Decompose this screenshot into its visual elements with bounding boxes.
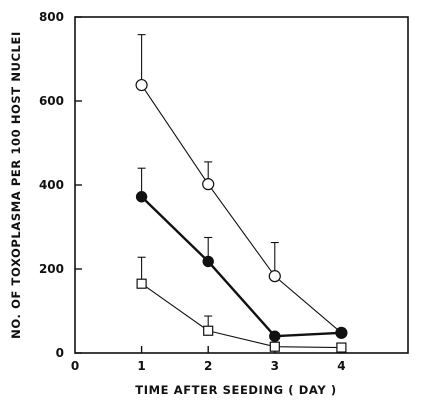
- series-0-point-0: [135, 78, 148, 92]
- series-1-point-2: [269, 330, 281, 342]
- y-tick-label-0: 0: [56, 346, 64, 360]
- x-tick-label-4: 4: [337, 359, 345, 373]
- series-2-point-1: [203, 325, 214, 336]
- series-0-line: [141, 84, 342, 334]
- y-axis-title: NO. OF TOXOPLASMA PER 100 HOST NUCLEI: [9, 31, 23, 339]
- series-2-point-2: [269, 341, 280, 352]
- series-0-point-2: [268, 270, 281, 283]
- x-axis-title: TIME AFTER SEEDING ( DAY ): [135, 383, 336, 397]
- x-tick-label-1: 1: [137, 359, 145, 373]
- series-2-line: [141, 283, 342, 349]
- y-tick-label-600: 600: [39, 94, 64, 108]
- series-1: [135, 167, 348, 342]
- y-tick-label-400: 400: [39, 178, 64, 192]
- series-1-point-1: [202, 255, 214, 268]
- series-0: [135, 34, 348, 339]
- x-tick-label-0: 0: [71, 359, 79, 373]
- series-1-point-0: [135, 191, 148, 203]
- series-1-point-3: [335, 327, 348, 339]
- axes: 0 200 400 600 800 0 1 2 3 4: [39, 10, 409, 373]
- series-2-point-3: [336, 342, 347, 353]
- plot-frame: [74, 16, 409, 354]
- series-2: [136, 256, 347, 353]
- series-0-point-1: [202, 178, 215, 191]
- series-2-point-0: [136, 278, 147, 289]
- series-layer: [135, 34, 348, 353]
- y-tick-label-800: 800: [39, 10, 64, 24]
- x-tick-label-3: 3: [271, 359, 279, 373]
- x-tick-label-2: 2: [204, 359, 212, 373]
- series-1-line: [140, 195, 342, 338]
- y-tick-label-200: 200: [39, 262, 64, 276]
